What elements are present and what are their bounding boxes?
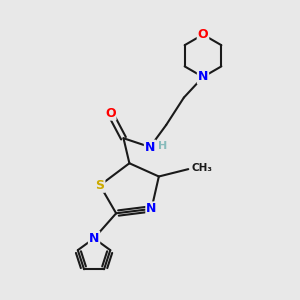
Text: O: O <box>198 28 208 41</box>
Text: O: O <box>105 107 116 120</box>
Text: N: N <box>198 70 208 83</box>
Text: N: N <box>146 202 157 215</box>
Text: N: N <box>89 232 99 245</box>
Text: N: N <box>145 141 155 154</box>
Text: H: H <box>158 142 167 152</box>
Text: S: S <box>95 179 104 192</box>
Text: CH₃: CH₃ <box>192 163 213 173</box>
